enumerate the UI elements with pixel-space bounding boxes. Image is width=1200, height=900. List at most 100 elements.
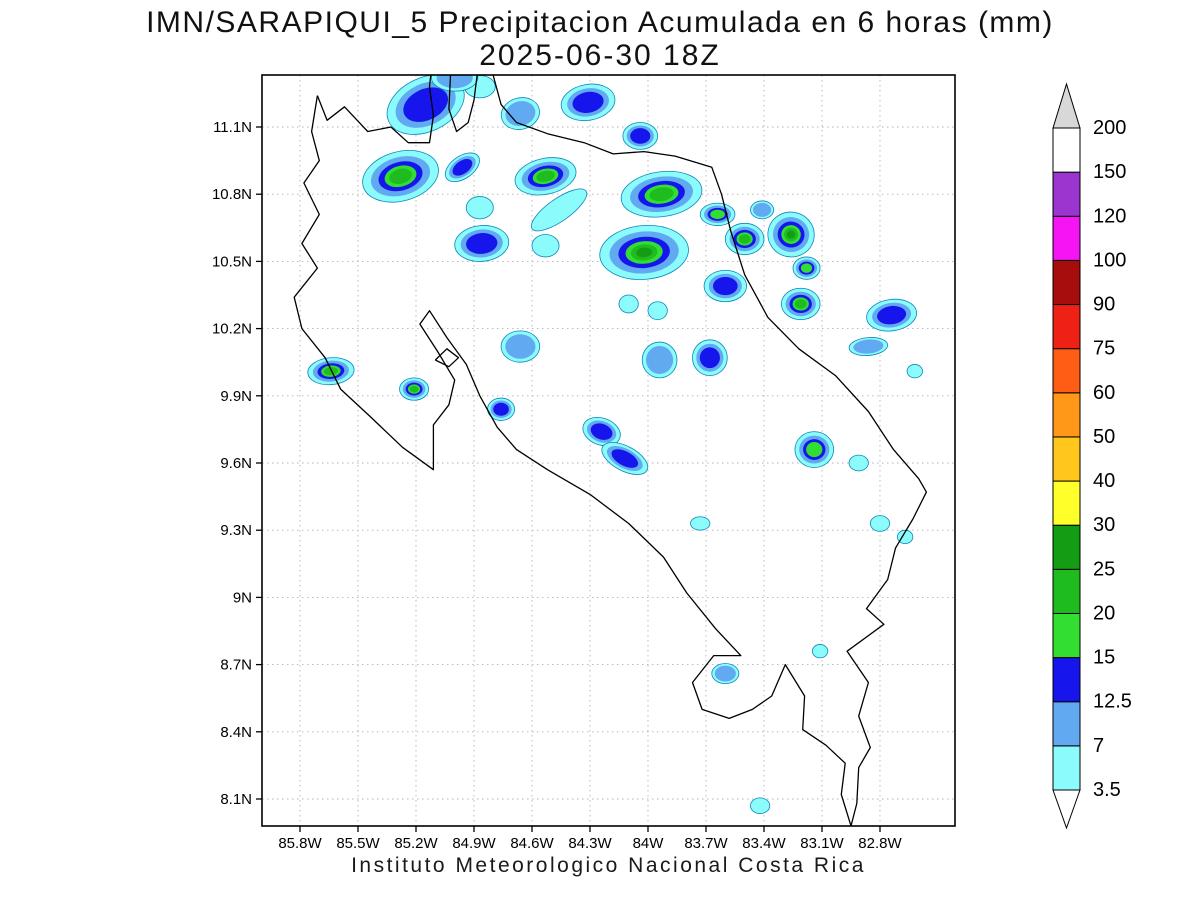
colorbar-segment <box>1052 612 1081 659</box>
country-outline-path <box>316 75 435 144</box>
gridlines-group <box>262 75 955 826</box>
colorbar-arrow-above <box>1052 82 1081 129</box>
lon-tick-label: 83.7W <box>684 835 728 852</box>
precip-blob <box>699 347 720 369</box>
lon-tick-label: 84.9W <box>452 835 496 852</box>
precip-blob <box>636 247 653 258</box>
colorbar-segment <box>1052 348 1081 394</box>
colorbar-label: 100 <box>1093 249 1126 271</box>
colorbar-segment <box>1052 568 1081 614</box>
precip-blob <box>618 294 639 314</box>
precip-blob <box>710 209 725 220</box>
colorbar-label: 60 <box>1093 382 1115 404</box>
colorbar-label: 25 <box>1093 558 1115 580</box>
lat-tick-label: 8.1N <box>220 791 252 808</box>
lon-tick-label: 84.6W <box>510 835 554 852</box>
colorbar-segment <box>1052 171 1081 217</box>
lat-tick-label: 10.8N <box>212 186 252 203</box>
precip-shading-group <box>307 75 923 814</box>
country-outline-path <box>448 75 478 133</box>
lat-tick-label: 9N <box>233 589 252 606</box>
precip-blob <box>409 385 419 393</box>
colorbar-segment <box>1052 701 1081 747</box>
precip-blob <box>505 101 536 127</box>
lon-tick-label: 85.2W <box>394 835 438 852</box>
colorbar-segment <box>1052 524 1081 570</box>
colorbar-segment <box>1052 480 1081 526</box>
lat-tick-label: 8.7N <box>220 657 252 674</box>
colorbar-label: 75 <box>1093 338 1115 360</box>
colorbar-segment <box>1052 259 1081 306</box>
colorbar-label: 20 <box>1093 602 1115 624</box>
colorbar-label: 15 <box>1093 647 1115 669</box>
lon-tick-label: 84.3W <box>568 835 612 852</box>
precip-blob <box>848 454 869 472</box>
precip-blob <box>794 299 807 309</box>
caption: Instituto Meteorologico Nacional Costa R… <box>351 854 866 877</box>
precip-blob <box>465 196 494 220</box>
precip-blob <box>750 797 771 814</box>
precip-blob <box>877 305 907 325</box>
precip-blob <box>630 128 651 144</box>
lon-tick-label: 85.5W <box>336 835 380 852</box>
precip-blob <box>869 515 891 532</box>
colorbar-label: 12.5 <box>1093 691 1132 713</box>
colorbar-segment <box>1052 304 1081 350</box>
precip-blob <box>896 529 914 545</box>
colorbar-group: 3.5 7 12.5 15 20 25 30 40 50 60 75 90 100 120 150 200 <box>1052 82 1132 830</box>
precip-blob <box>811 644 829 659</box>
colorbar-arrow-below <box>1052 789 1081 830</box>
precip-blob <box>536 170 555 182</box>
colorbar-label: 200 <box>1093 117 1126 139</box>
precip-blob <box>800 263 813 273</box>
colorbar-label: 7 <box>1093 735 1104 757</box>
map-frame <box>261 74 956 827</box>
lat-tick-label: 9.6N <box>220 455 252 472</box>
precip-blob <box>531 234 560 258</box>
lon-tick-label: 83.1W <box>800 835 844 852</box>
lat-tick-label: 11.1N <box>213 119 252 136</box>
lat-tick-label: 9.3N <box>220 522 252 539</box>
lat-tick-label: 10.5N <box>212 253 252 270</box>
precip-blob <box>906 364 923 379</box>
lon-tick-label: 83.4W <box>742 835 786 852</box>
precip-blob <box>452 158 473 176</box>
lon-tick-label: 85.8W <box>278 835 322 852</box>
lat-tick-label: 9.9N <box>220 388 252 405</box>
precip-blob <box>753 202 772 217</box>
precip-blob <box>323 367 338 376</box>
country-outline-group <box>293 75 928 826</box>
precip-blob <box>493 402 509 416</box>
precip-blob <box>806 442 823 458</box>
lat-tick-label: 10.2N <box>212 321 252 338</box>
colorbar-segment <box>1052 215 1081 261</box>
colorbar-label: 40 <box>1093 470 1115 492</box>
lon-tick-label: 84W <box>633 835 665 852</box>
precip-blob <box>403 87 448 122</box>
precip-blob <box>647 301 668 321</box>
precip-blob <box>505 334 536 359</box>
figure-title-line1: IMN/SARAPIQUI_5 Precipitacion Acumulada … <box>146 6 1054 39</box>
precip-blob <box>436 75 473 89</box>
colorbar-label: 150 <box>1093 161 1126 183</box>
colorbar-label: 90 <box>1093 294 1115 316</box>
colorbar-segment <box>1052 657 1081 703</box>
precip-blob <box>690 516 711 531</box>
lat-axis-labels-group: 11.1N 10.8N 10.5N 10.2N 9.9N 9.6N 9.3N 9N 8.7N 8.… <box>212 119 252 808</box>
colorbar-label: 120 <box>1093 205 1126 227</box>
colorbar-segment <box>1052 127 1081 173</box>
colorbar-segment <box>1052 436 1081 482</box>
figure-title-line2: 2025-06-30 18Z <box>479 39 721 72</box>
lat-tick-label: 8.4N <box>220 724 252 741</box>
precip-blob <box>853 339 884 354</box>
precip-blob <box>466 233 498 254</box>
country-outline-path <box>293 75 928 826</box>
precip-blob <box>738 234 751 244</box>
colorbar-label: 3.5 <box>1093 779 1121 801</box>
precip-blob <box>530 188 588 232</box>
precip-blob <box>590 423 613 440</box>
precip-blob <box>786 230 796 239</box>
precip-blob <box>611 449 639 468</box>
